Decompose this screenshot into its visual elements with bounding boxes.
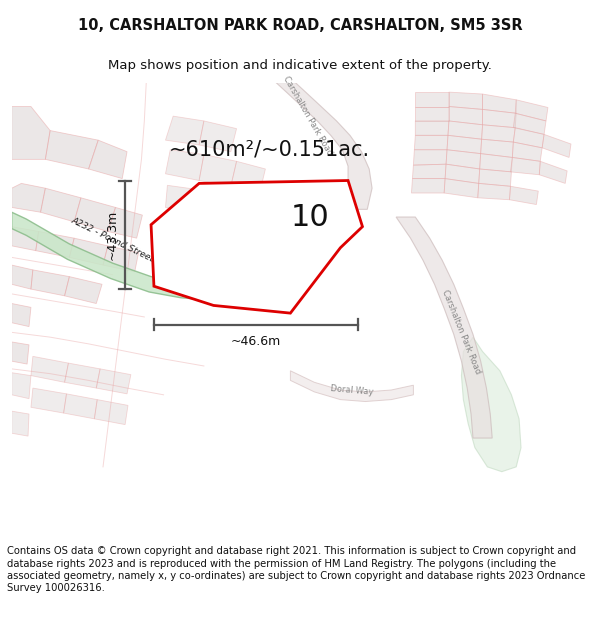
Polygon shape [190, 251, 223, 279]
Polygon shape [12, 106, 50, 159]
Polygon shape [231, 161, 265, 193]
Polygon shape [166, 214, 200, 244]
Polygon shape [290, 371, 413, 401]
Polygon shape [31, 388, 67, 413]
Polygon shape [12, 411, 29, 436]
Polygon shape [415, 106, 449, 121]
Polygon shape [412, 179, 445, 193]
Polygon shape [31, 270, 70, 296]
Polygon shape [12, 265, 33, 289]
Polygon shape [512, 142, 542, 161]
Polygon shape [514, 127, 544, 148]
Polygon shape [542, 134, 571, 158]
Polygon shape [74, 198, 116, 231]
Polygon shape [108, 208, 142, 238]
Polygon shape [103, 246, 139, 272]
Text: Carshalton Park Road: Carshalton Park Road [281, 75, 334, 158]
Polygon shape [70, 238, 108, 265]
Polygon shape [509, 186, 538, 204]
Text: 10: 10 [290, 202, 329, 231]
Polygon shape [12, 304, 31, 327]
Polygon shape [12, 183, 46, 213]
Polygon shape [445, 164, 479, 183]
Polygon shape [12, 213, 204, 299]
Polygon shape [482, 109, 516, 128]
Polygon shape [199, 121, 236, 152]
Text: A232 - Pound Street: A232 - Pound Street [70, 215, 155, 263]
Polygon shape [151, 181, 362, 313]
Polygon shape [12, 342, 29, 364]
Text: ~46.6m: ~46.6m [230, 336, 281, 349]
Polygon shape [276, 82, 372, 209]
Polygon shape [12, 372, 31, 399]
Polygon shape [166, 186, 202, 214]
Polygon shape [449, 92, 482, 109]
Polygon shape [415, 121, 449, 136]
Polygon shape [12, 227, 38, 251]
Polygon shape [166, 116, 204, 145]
Polygon shape [482, 125, 515, 142]
Polygon shape [415, 136, 448, 150]
Polygon shape [515, 100, 548, 121]
Polygon shape [196, 220, 229, 250]
Polygon shape [228, 197, 262, 227]
Text: Contains OS data © Crown copyright and database right 2021. This information is : Contains OS data © Crown copyright and d… [7, 546, 586, 594]
Polygon shape [479, 154, 512, 172]
Polygon shape [46, 131, 98, 169]
Polygon shape [396, 217, 492, 438]
Polygon shape [448, 121, 482, 139]
Polygon shape [65, 277, 102, 304]
Polygon shape [479, 169, 511, 186]
Polygon shape [94, 399, 128, 424]
Polygon shape [415, 92, 449, 106]
Text: ~43.3m: ~43.3m [105, 209, 118, 260]
Polygon shape [89, 140, 127, 179]
Polygon shape [64, 394, 97, 419]
Polygon shape [444, 179, 479, 198]
Polygon shape [482, 94, 516, 113]
Polygon shape [412, 164, 446, 179]
Polygon shape [447, 136, 482, 154]
Polygon shape [478, 183, 511, 200]
Polygon shape [446, 150, 481, 169]
Polygon shape [247, 263, 277, 292]
Polygon shape [539, 161, 567, 183]
Text: ~610m²/~0.151ac.: ~610m²/~0.151ac. [169, 140, 370, 160]
Polygon shape [65, 363, 100, 388]
Polygon shape [413, 150, 447, 165]
Polygon shape [96, 369, 131, 394]
Polygon shape [218, 258, 252, 286]
Polygon shape [199, 154, 236, 186]
Polygon shape [461, 337, 521, 472]
Polygon shape [41, 188, 81, 222]
Text: Map shows position and indicative extent of the property.: Map shows position and indicative extent… [108, 59, 492, 72]
Polygon shape [31, 356, 68, 382]
Text: 10, CARSHALTON PARK ROAD, CARSHALTON, SM5 3SR: 10, CARSHALTON PARK ROAD, CARSHALTON, SM… [77, 18, 523, 33]
Text: Carshalton Park Road: Carshalton Park Road [440, 289, 482, 376]
Polygon shape [481, 139, 514, 158]
Polygon shape [166, 150, 204, 181]
Polygon shape [36, 231, 74, 258]
Polygon shape [449, 106, 482, 125]
Polygon shape [511, 158, 540, 175]
Polygon shape [197, 190, 233, 221]
Polygon shape [514, 113, 546, 134]
Text: Doral Way: Doral Way [330, 384, 374, 396]
